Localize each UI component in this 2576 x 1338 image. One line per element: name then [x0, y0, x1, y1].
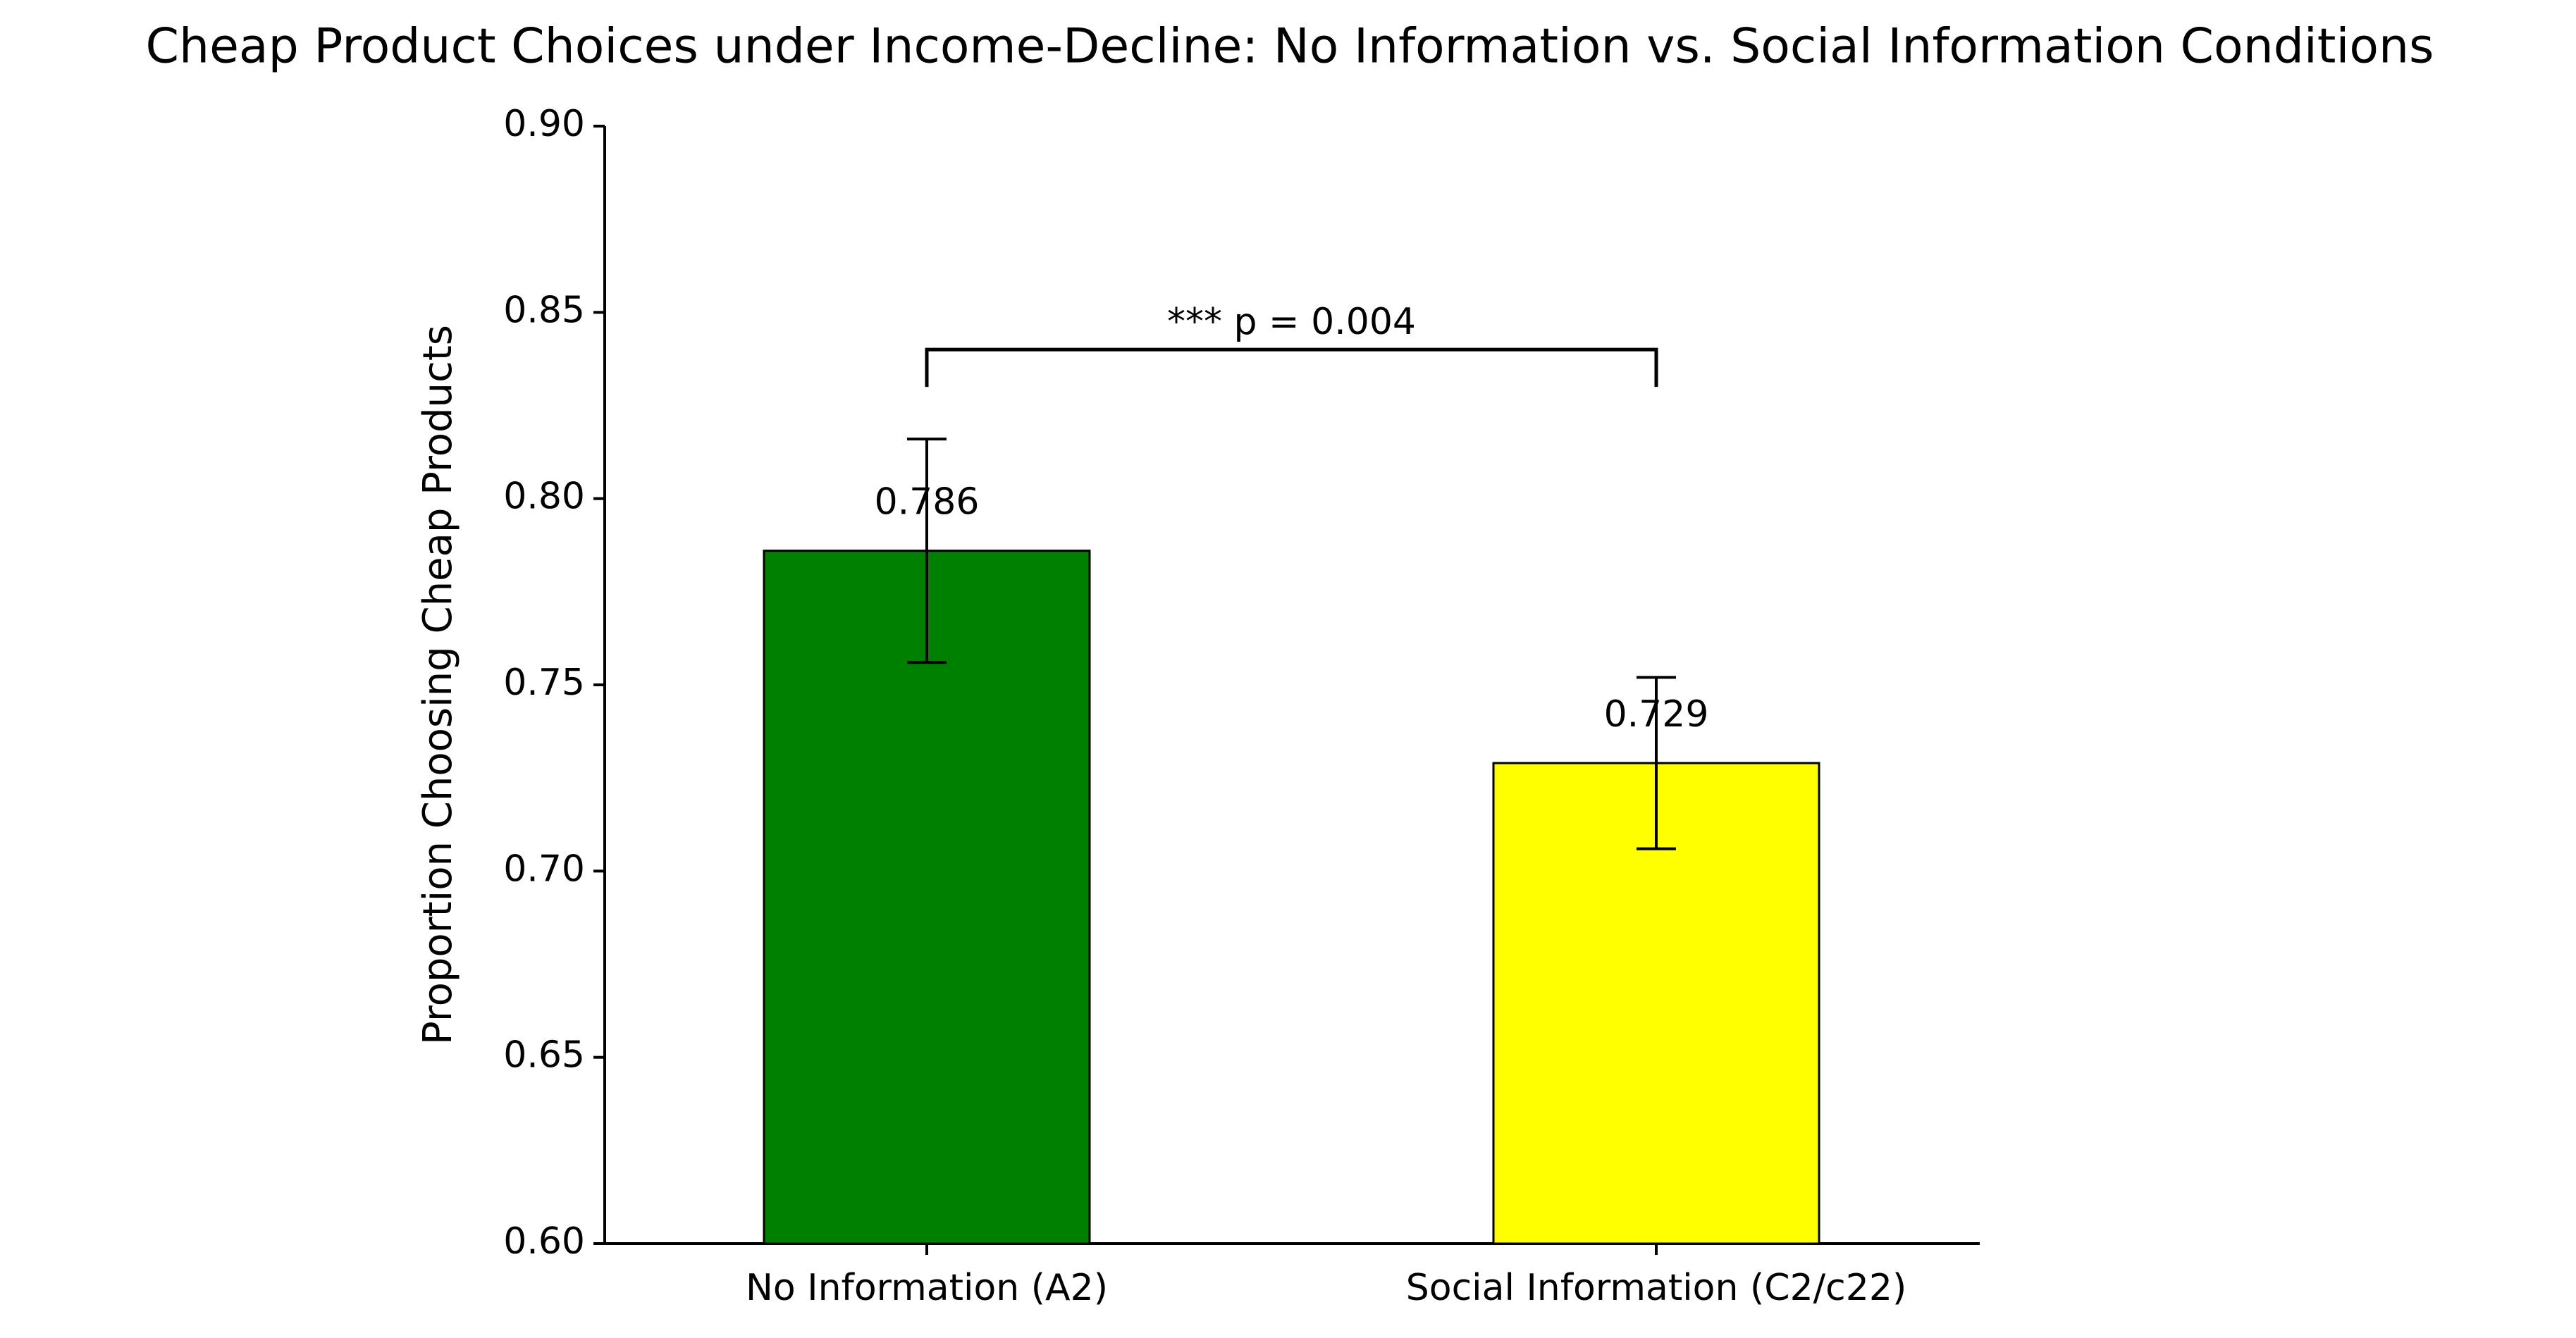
value-label: 0.786 [875, 481, 980, 524]
y-tick-label: 0.85 [503, 289, 585, 331]
chart-title: Cheap Product Choices under Income-Decli… [146, 19, 2434, 75]
y-tick-label: 0.80 [503, 476, 585, 518]
y-tick-label: 0.75 [503, 662, 585, 704]
value-label: 0.729 [1604, 693, 1709, 736]
y-tick-label: 0.70 [503, 848, 585, 890]
significance-bracket [925, 347, 1658, 388]
significance-label: *** p = 0.004 [1167, 301, 1416, 343]
y-tick-label: 0.90 [503, 103, 585, 145]
y-tick-label: 0.60 [503, 1220, 585, 1263]
y-axis-label: Proportion Choosing Cheap Products [415, 325, 461, 1045]
x-tick-label: Social Information (C2/c22) [1406, 1267, 1906, 1309]
x-tick-label: No Information (A2) [746, 1267, 1108, 1309]
y-tick-label: 0.65 [503, 1034, 585, 1077]
